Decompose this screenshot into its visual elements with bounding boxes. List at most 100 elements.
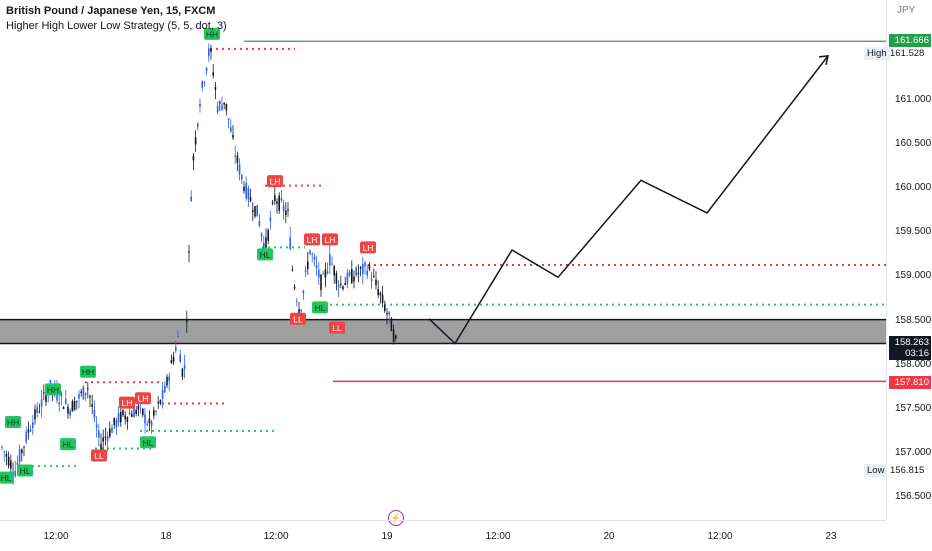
candle-body xyxy=(357,272,360,275)
candle-body xyxy=(7,456,10,466)
candle-body xyxy=(390,318,393,331)
candle-body xyxy=(322,273,324,275)
price-tick: 160.000 xyxy=(895,182,932,194)
swing-label-text: HL xyxy=(1,473,12,483)
candle-body xyxy=(5,453,8,457)
swing-label-text: LH xyxy=(122,398,133,408)
candle-body xyxy=(36,406,38,414)
candle-body xyxy=(278,195,280,211)
candle-body xyxy=(142,408,144,416)
candle-body xyxy=(190,196,192,202)
candle-body xyxy=(210,48,212,53)
candle-body xyxy=(366,270,368,276)
candle-body xyxy=(106,436,109,442)
candle-body xyxy=(150,421,153,427)
candle-body xyxy=(302,290,305,294)
swing-label-box xyxy=(80,365,96,378)
price-axis[interactable]: JPY 161.000 160.500 160.000 159.500 159.000 1… xyxy=(886,0,932,520)
candle-body xyxy=(392,329,395,342)
candle-body xyxy=(84,392,87,395)
candle-body xyxy=(89,395,91,398)
indicator-title[interactable]: Higher High Lower Low Strategy (5, 5, do… xyxy=(6,20,227,32)
candle-body xyxy=(370,278,373,282)
candle-body xyxy=(359,267,362,269)
candle-body xyxy=(293,286,296,289)
candle-body xyxy=(291,269,294,271)
candle-body xyxy=(320,274,322,291)
chart-area[interactable]: HH LH HL LH LH LH HL LL LL HH HH HH LH LH HL HL LL HL HL B… xyxy=(0,0,886,526)
currency-label: JPY xyxy=(897,5,916,16)
time-tick: 12:00 xyxy=(263,531,289,542)
candle-body xyxy=(128,412,131,415)
swing-label-box xyxy=(5,416,21,429)
candle-body xyxy=(249,197,252,202)
candle-body xyxy=(16,462,19,465)
candle-body xyxy=(168,376,170,382)
candle-body xyxy=(373,276,375,278)
candle-body xyxy=(340,283,342,285)
candle-body xyxy=(243,186,245,192)
price-chart[interactable]: HH LH HL LH LH LH HL LL LL HH HH HH LH LH HL HL LL HL HL xyxy=(0,0,886,520)
low-value: 156.815 xyxy=(890,465,925,476)
candle-body xyxy=(285,210,287,215)
candle-body xyxy=(14,470,16,476)
candle-body xyxy=(65,398,67,404)
lightning-icon[interactable]: ⚡ xyxy=(388,510,404,526)
candle-body xyxy=(313,257,316,260)
swing-label-box xyxy=(267,175,283,188)
time-tick: 12:00 xyxy=(707,531,733,542)
time-tick: 23 xyxy=(825,531,837,542)
candle-body xyxy=(342,286,344,290)
candle-body xyxy=(73,401,76,410)
candle-body xyxy=(331,263,333,265)
swing-label-text: HL xyxy=(315,303,326,313)
swing-label-box xyxy=(204,27,220,40)
candle-body xyxy=(348,272,351,276)
candle-body xyxy=(38,411,41,413)
candle-body xyxy=(375,279,377,286)
candle-body xyxy=(212,72,214,76)
candle-body xyxy=(386,313,388,315)
symbol-title[interactable]: British Pound / Japanese Yen, 15, FXCM xyxy=(6,5,216,17)
candle-body xyxy=(124,415,126,420)
candle-body xyxy=(241,174,243,180)
candle-body xyxy=(3,451,5,453)
candle-body xyxy=(353,276,355,282)
swing-label-text: LH xyxy=(363,243,374,253)
candle-body xyxy=(282,205,285,212)
candle-body xyxy=(199,103,201,108)
candle-body xyxy=(170,360,173,364)
candle-body xyxy=(21,449,23,454)
projection-path xyxy=(428,55,829,345)
candle-body xyxy=(395,335,397,339)
candle-body xyxy=(267,229,269,241)
candle-body xyxy=(177,335,179,337)
time-tick: 20 xyxy=(603,531,615,542)
candle-body xyxy=(252,209,254,212)
candle-body xyxy=(62,406,65,410)
candle-body xyxy=(307,261,309,270)
candle-body xyxy=(117,412,120,423)
candle-body xyxy=(111,427,113,433)
candle-body xyxy=(40,399,43,408)
candle-body xyxy=(388,311,390,315)
candle-body xyxy=(265,237,267,248)
candle-body xyxy=(161,390,164,399)
candle-body xyxy=(179,354,181,363)
time-tick: 18 xyxy=(160,531,172,542)
candle-body xyxy=(113,417,115,426)
candle-body xyxy=(32,422,34,429)
price-tick: 159.000 xyxy=(895,270,932,282)
candle-body xyxy=(296,300,298,302)
swing-label-box xyxy=(322,233,338,246)
time-axis[interactable]: 12:00 18 12:00 19 12:00 20 12:00 23 xyxy=(0,520,886,551)
candle-body xyxy=(172,356,175,362)
candle-body xyxy=(181,368,184,377)
candle-body xyxy=(355,267,357,276)
candle-body xyxy=(126,417,129,422)
candle-body xyxy=(256,205,258,217)
candle-body xyxy=(102,437,104,442)
candle-body xyxy=(227,118,230,120)
candle-body xyxy=(60,393,63,397)
swing-label-box xyxy=(360,241,376,254)
